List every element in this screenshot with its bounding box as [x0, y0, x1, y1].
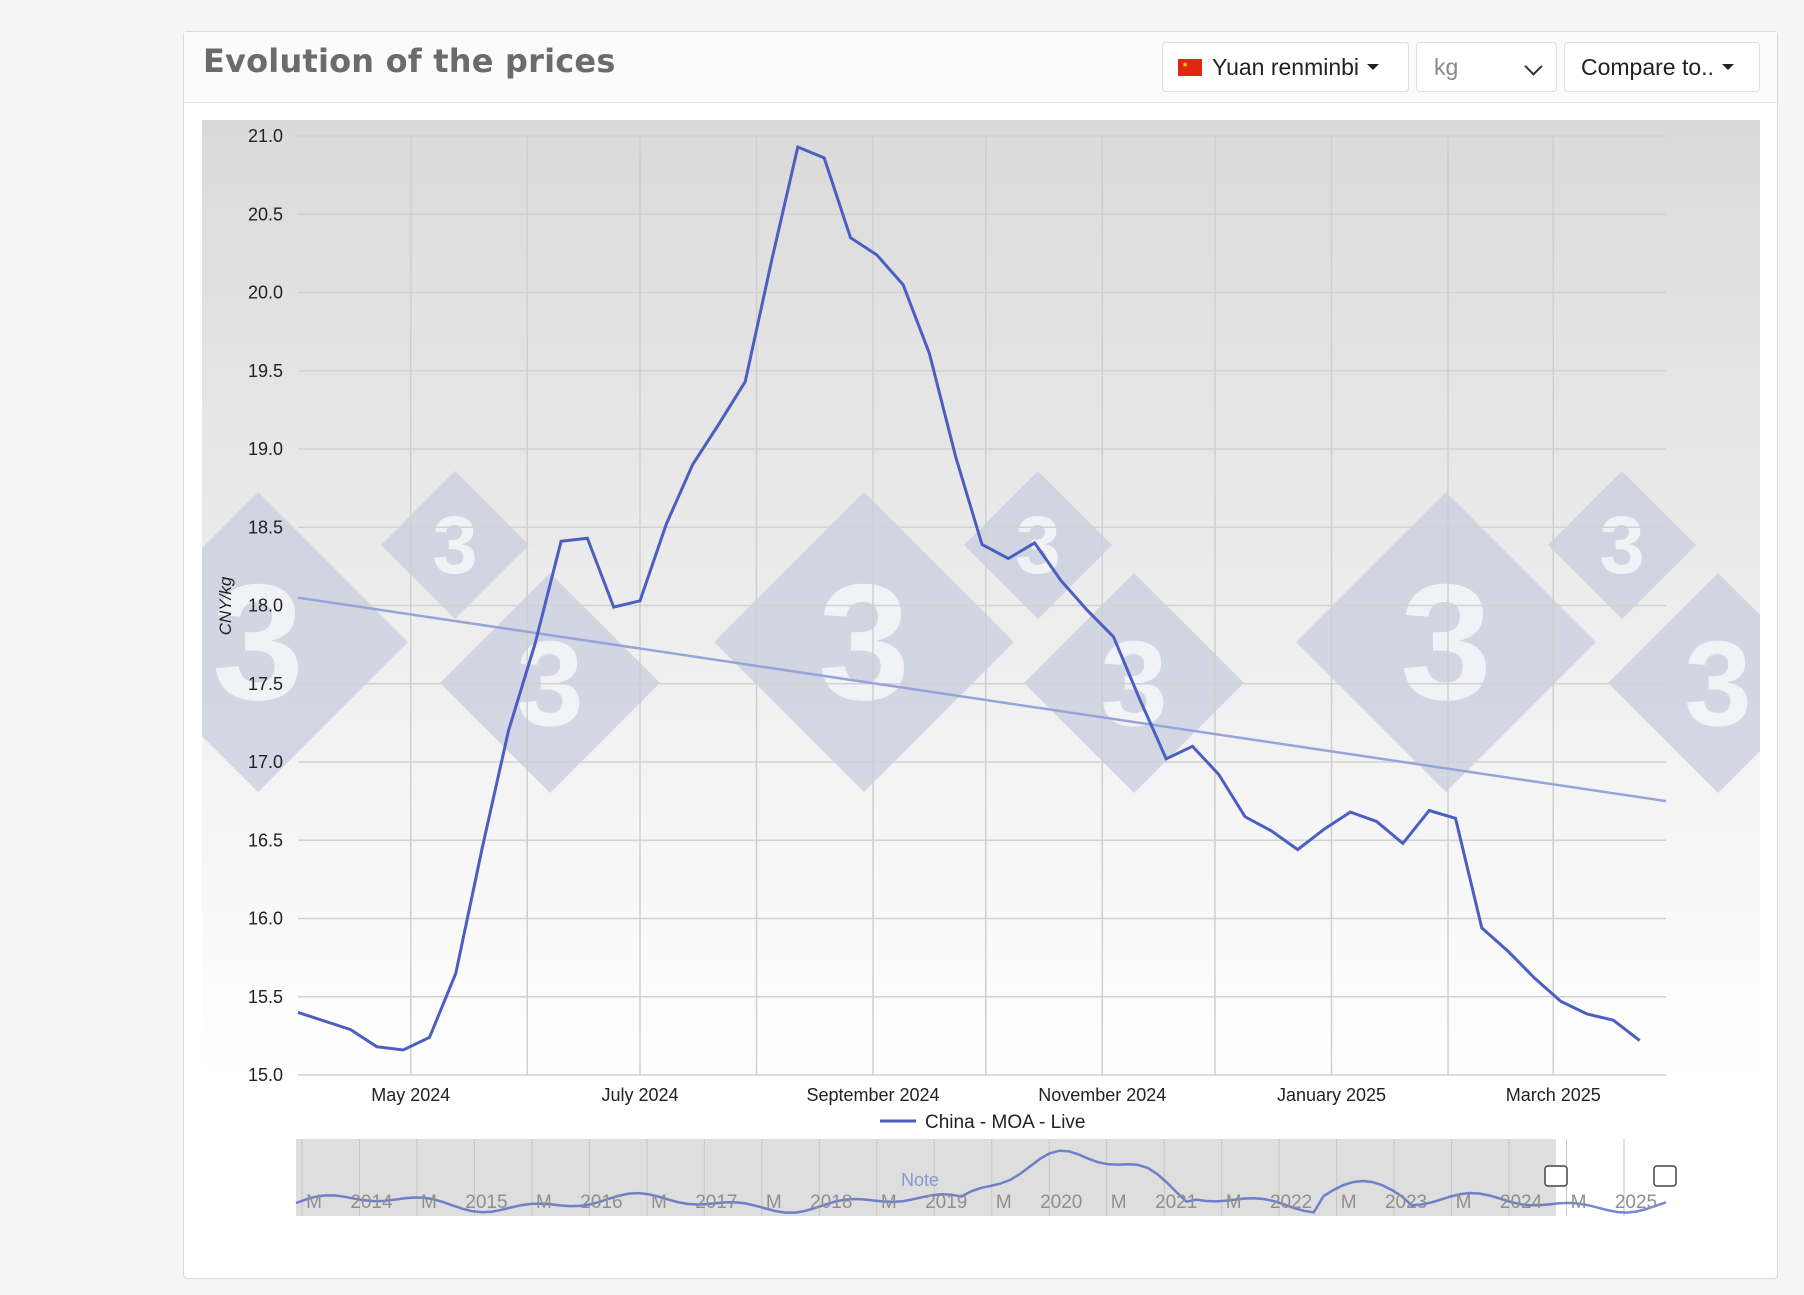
card-header: Evolution of the prices Yuan renminbi kg…	[184, 32, 1777, 103]
watermark-digit: 3	[1400, 550, 1492, 734]
grid	[298, 135, 1666, 1076]
x-tick-label: March 2025	[1506, 1085, 1601, 1105]
navigator-label: 2023	[1385, 1192, 1427, 1213]
y-tick-label: 15.5	[248, 987, 283, 1007]
china-flag-icon	[1178, 58, 1202, 76]
y-tick-label: 15.0	[248, 1065, 283, 1085]
y-tick-label: 19.0	[248, 439, 283, 459]
watermark-digit: 3	[432, 500, 477, 591]
y-tick-label: 21.0	[248, 126, 283, 146]
watermark-digit: 3	[818, 550, 910, 734]
x-tick-label: July 2024	[601, 1085, 678, 1105]
navigator-label: 2016	[580, 1192, 622, 1213]
navigator-background	[296, 1139, 1666, 1216]
navigator-label: M	[881, 1192, 897, 1213]
navigator-label: 2020	[1040, 1192, 1082, 1213]
y-tick-label: 20.0	[248, 283, 283, 303]
currency-dropdown[interactable]: Yuan renminbi	[1162, 42, 1409, 92]
y-tick-label: 17.5	[248, 674, 283, 694]
y-tick-label: 20.5	[248, 204, 283, 224]
navigator-label: M	[1226, 1192, 1242, 1213]
navigator-handle-right[interactable]	[1653, 1165, 1677, 1187]
x-tick-label: January 2025	[1277, 1085, 1386, 1105]
watermark-diamond	[964, 471, 1112, 619]
watermark-digit: 3	[1684, 615, 1751, 751]
watermark-logo: 3	[202, 492, 408, 792]
y-tick-label: 17.0	[248, 752, 283, 772]
x-tick-label: November 2024	[1038, 1085, 1166, 1105]
y-tick-label: 19.5	[248, 361, 283, 381]
watermark-logo: 3	[1296, 492, 1596, 792]
navigator-label: 2022	[1270, 1192, 1312, 1213]
navigator-label: 2017	[695, 1192, 737, 1213]
compare-dropdown[interactable]: Compare to..	[1564, 42, 1760, 92]
navigator-label: M	[306, 1192, 322, 1213]
unit-select[interactable]: kg	[1416, 42, 1557, 92]
caret-down-icon	[1367, 64, 1380, 70]
navigator-label: M	[421, 1192, 437, 1213]
navigator-label: M	[536, 1192, 552, 1213]
watermark-logo: 3	[1548, 471, 1696, 619]
watermark-digit: 3	[212, 550, 304, 734]
navigator-grid	[301, 1139, 1625, 1216]
currency-label: Yuan renminbi	[1212, 53, 1360, 80]
navigator-labels: M 2014 M 2015 M 2016 M 2017 M 2018 M 2019 M 2020 M 2021…	[306, 1192, 1657, 1213]
y-axis: 15.0 15.5 16.0 16.5 17.0 17.5 18.0 18.5 19.0 19.5…	[248, 126, 283, 1085]
y-axis-label: CNY/kg	[216, 576, 235, 635]
y-tick-label: 16.0	[248, 909, 283, 929]
watermark-diamond	[1296, 492, 1596, 792]
watermark-logo: 3	[964, 471, 1112, 619]
navigator-label: 2015	[465, 1192, 507, 1213]
watermark-diamond	[714, 492, 1014, 792]
compare-label: Compare to..	[1581, 53, 1714, 80]
navigator-handle-left[interactable]	[1544, 1165, 1568, 1187]
trend-line	[297, 596, 1667, 803]
watermark-logo: 3	[714, 492, 1014, 792]
navigator-label: M	[1456, 1192, 1472, 1213]
navigator-label: M	[1341, 1192, 1357, 1213]
legend[interactable]: China - MOA - Live	[880, 1112, 1086, 1133]
navigator-label: 2021	[1155, 1192, 1197, 1213]
watermark-diamond	[1548, 471, 1696, 619]
watermark-diamond	[381, 471, 529, 619]
caret-down-icon	[1721, 64, 1734, 70]
navigator-series-line	[295, 1149, 1667, 1214]
x-tick-label: May 2024	[371, 1085, 450, 1105]
navigator-label: 2024	[1500, 1192, 1543, 1213]
navigator-label: M	[1111, 1192, 1127, 1213]
navigator-note: Note	[901, 1170, 939, 1190]
navigator-label: M	[651, 1192, 667, 1213]
navigator-label: 2014	[350, 1192, 393, 1213]
navigator-label: M	[996, 1192, 1012, 1213]
y-tick-label: 16.5	[248, 830, 283, 850]
watermark-diamond	[202, 492, 408, 792]
watermark-digit: 3	[1599, 500, 1644, 591]
watermark-diamond	[1608, 573, 1760, 793]
unit-label: kg	[1434, 53, 1459, 80]
navigator-label: 2019	[925, 1192, 967, 1213]
legend-label: China - MOA - Live	[925, 1112, 1086, 1133]
y-tick-label: 18.0	[248, 596, 283, 616]
x-axis: May 2024 July 2024 September 2024 November …	[371, 1085, 1601, 1105]
y-tick-label: 18.5	[248, 517, 283, 537]
navigator-label: M	[1571, 1192, 1587, 1213]
series-line-china-moa-live[interactable]	[297, 144, 1641, 1052]
x-tick-label: September 2024	[806, 1085, 939, 1105]
watermark-logo: 3	[381, 471, 529, 619]
navigator-label: M	[766, 1192, 782, 1213]
page-title: Evolution of the prices	[203, 42, 616, 80]
navigator[interactable]: M 2014 M 2015 M 2016 M 2017 M 2018 M 2019 M 2020 M 2021…	[295, 1139, 1677, 1216]
navigator-label: 2025	[1615, 1192, 1657, 1213]
navigator-label: 2018	[810, 1192, 852, 1213]
watermark-logo: 3	[1608, 573, 1760, 793]
